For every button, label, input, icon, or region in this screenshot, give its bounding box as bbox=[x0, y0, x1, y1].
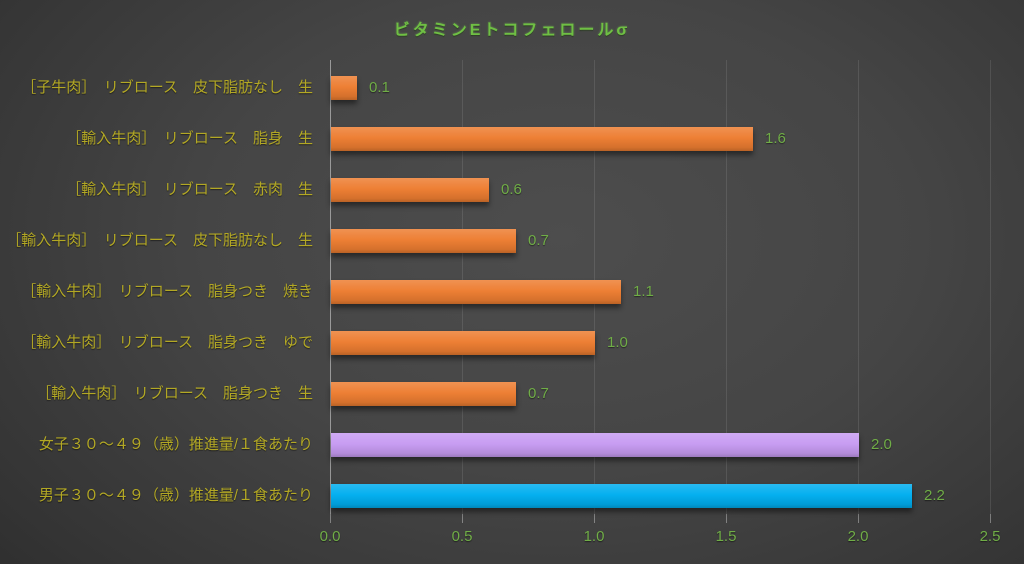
bar-1[interactable] bbox=[331, 127, 753, 151]
category-label: ［輸入牛肉］ リブロース 脂身つき 焼き bbox=[21, 283, 313, 300]
bar-4[interactable] bbox=[331, 280, 621, 304]
plot-area bbox=[330, 60, 991, 523]
chart-title: ビタミンEトコフェロールσ bbox=[393, 22, 631, 39]
value-label: 1.0 bbox=[607, 334, 628, 351]
bar-3[interactable] bbox=[331, 229, 516, 253]
category-label: ［輸入牛肉］ リブロース 皮下脂肪なし 生 bbox=[6, 232, 313, 249]
x-tick-label: 2.5 bbox=[979, 528, 1001, 545]
bar-0[interactable] bbox=[331, 76, 357, 100]
bar-2[interactable] bbox=[331, 178, 489, 202]
value-label: 0.1 bbox=[369, 79, 390, 96]
value-label: 1.1 bbox=[633, 283, 654, 300]
value-label: 1.6 bbox=[765, 130, 786, 147]
value-label: 2.0 bbox=[871, 436, 892, 453]
x-tick-label: 0.0 bbox=[319, 528, 341, 545]
category-label: 女子３０～４９（歳）推進量/１食あたり bbox=[38, 436, 313, 453]
x-axis-tick bbox=[858, 514, 859, 523]
x-axis-tick bbox=[330, 514, 331, 523]
gridline bbox=[990, 60, 991, 514]
x-axis-tick bbox=[726, 514, 727, 523]
category-label: ［輸入牛肉］ リブロース 脂身 生 bbox=[66, 130, 313, 147]
x-tick-label: 1.5 bbox=[715, 528, 737, 545]
category-label: 男子３０～４９（歳）推進量/１食あたり bbox=[38, 487, 313, 504]
value-label: 2.2 bbox=[924, 487, 945, 504]
category-label: ［輸入牛肉］ リブロース 脂身つき ゆで bbox=[21, 334, 313, 351]
y-axis-line bbox=[330, 60, 331, 514]
category-label: ［輸入牛肉］ リブロース 脂身つき 生 bbox=[36, 385, 313, 402]
bar-7[interactable] bbox=[331, 433, 859, 457]
x-tick-label: 2.0 bbox=[847, 528, 869, 545]
value-label: 0.7 bbox=[528, 385, 549, 402]
x-tick-label: 1.0 bbox=[583, 528, 605, 545]
gridline bbox=[858, 60, 859, 514]
category-label: ［子牛肉］ リブロース 皮下脂肪なし 生 bbox=[21, 79, 313, 96]
value-label: 0.7 bbox=[528, 232, 549, 249]
bar-6[interactable] bbox=[331, 382, 516, 406]
x-axis-tick bbox=[594, 514, 595, 523]
x-tick-label: 0.5 bbox=[451, 528, 473, 545]
gridline bbox=[726, 60, 727, 514]
x-axis-tick bbox=[462, 514, 463, 523]
bar-5[interactable] bbox=[331, 331, 595, 355]
category-label: ［輸入牛肉］ リブロース 赤肉 生 bbox=[66, 181, 313, 198]
x-axis-tick bbox=[990, 514, 991, 523]
bar-8[interactable] bbox=[331, 484, 912, 508]
value-label: 0.6 bbox=[501, 181, 522, 198]
